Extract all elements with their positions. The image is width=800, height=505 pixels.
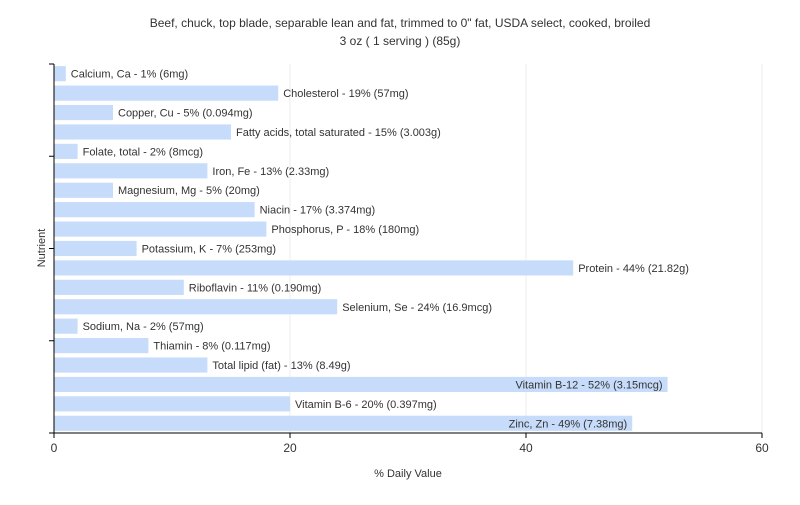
bar-label: Vitamin B-12 - 52% (3.15mcg) — [515, 379, 662, 391]
bar — [54, 221, 267, 237]
bar — [54, 163, 208, 179]
bar — [54, 240, 137, 257]
bar-label: Riboflavin - 11% (0.190mg) — [189, 282, 321, 294]
bar-label: Zinc, Zn - 49% (7.38mg) — [509, 418, 628, 430]
bar — [54, 396, 290, 412]
bar — [54, 338, 149, 354]
bar — [54, 202, 255, 218]
bar-label: Folate, total - 2% (8mcg) — [83, 146, 203, 158]
y-axis-label: Nutrient — [36, 229, 48, 268]
bar — [54, 415, 633, 431]
bar — [54, 376, 668, 393]
bar-label: Fatty acids, total saturated - 15% (3.00… — [236, 127, 441, 139]
bar-label: Niacin - 17% (3.374mg) — [260, 205, 376, 217]
x-tick-label: 0 — [51, 441, 58, 455]
bar-label: Protein - 44% (21.82g) — [578, 263, 689, 275]
bar-label: Selenium, Se - 24% (16.9mcg) — [342, 302, 492, 314]
bar — [54, 182, 113, 198]
bar — [54, 104, 113, 121]
bars-layer: Calcium, Ca - 1% (6mg) Cholesterol - 19% … — [54, 66, 689, 431]
bar-label: Total lipid (fat) - 13% (8.49g) — [212, 360, 350, 372]
grid-layer — [289, 64, 763, 433]
bar-label: Magnesium, Mg - 5% (20mg) — [118, 185, 260, 197]
bar-label: Potassium, K - 7% (253mg) — [142, 244, 277, 256]
x-tick-label: 40 — [519, 441, 533, 455]
axes-layer: 0 20 40 60 — [49, 63, 769, 455]
x-axis-label: % Daily Value — [374, 468, 442, 480]
bar — [54, 279, 184, 295]
bar — [54, 357, 208, 373]
bar — [54, 143, 78, 159]
bar — [54, 260, 574, 276]
bar-label: Calcium, Ca - 1% (6mg) — [71, 69, 188, 81]
chart-subtitle: 3 oz ( 1 serving ) (85g) — [340, 34, 461, 48]
bar-label: Iron, Fe - 13% (2.33mg) — [212, 166, 329, 178]
bar — [54, 85, 279, 101]
x-tick-label: 20 — [283, 441, 297, 455]
bar — [54, 318, 78, 334]
bar — [54, 124, 231, 140]
bar-label: Cholesterol - 19% (57mg) — [283, 88, 408, 100]
bar-label: Vitamin B-6 - 20% (0.397mg) — [295, 399, 437, 411]
chart-title: Beef, chuck, top blade, separable lean a… — [150, 16, 651, 30]
bar-label: Copper, Cu - 5% (0.094mg) — [118, 108, 253, 120]
bar — [54, 299, 338, 315]
bar-label: Sodium, Na - 2% (57mg) — [83, 321, 204, 333]
x-tick-label: 60 — [755, 441, 769, 455]
bar-label: Thiamin - 8% (0.117mg) — [153, 341, 270, 353]
bar-label: Phosphorus, P - 18% (180mg) — [271, 224, 419, 236]
bar — [54, 66, 66, 82]
